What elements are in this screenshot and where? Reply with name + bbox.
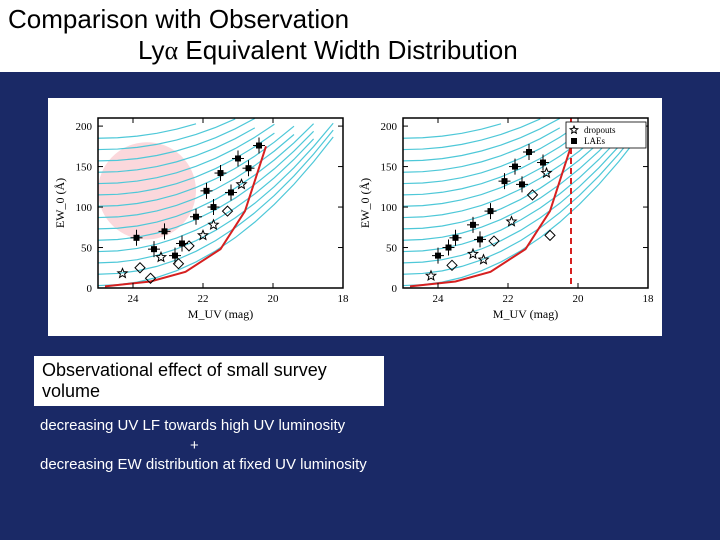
footnote-line2: + xyxy=(40,436,720,456)
svg-text:50: 50 xyxy=(386,243,398,255)
svg-text:dropouts: dropouts xyxy=(584,125,616,135)
svg-text:200: 200 xyxy=(76,121,93,133)
svg-text:50: 50 xyxy=(81,243,93,255)
title-line2: Lyα Equivalent Width Distribution xyxy=(8,35,712,66)
svg-text:M_UV (mag): M_UV (mag) xyxy=(493,307,558,321)
svg-text:0: 0 xyxy=(392,283,398,295)
svg-text:EW_0 (Å): EW_0 (Å) xyxy=(358,178,372,228)
svg-text:22: 22 xyxy=(503,293,514,305)
svg-text:150: 150 xyxy=(76,162,93,174)
title-box: Comparison with Observation Lyα Equivale… xyxy=(0,0,720,72)
svg-text:22: 22 xyxy=(198,293,209,305)
svg-text:20: 20 xyxy=(268,293,280,305)
title-line1: Comparison with Observation xyxy=(8,4,712,35)
svg-text:100: 100 xyxy=(76,202,93,214)
svg-text:LAEs: LAEs xyxy=(584,136,605,146)
footnote-line3: decreasing EW distribution at fixed UV l… xyxy=(40,455,720,475)
svg-text:20: 20 xyxy=(573,293,585,305)
caption-box: Observational effect of small survey vol… xyxy=(34,356,384,406)
svg-text:150: 150 xyxy=(381,162,398,174)
caption-text: Observational effect of small survey vol… xyxy=(42,360,376,402)
svg-text:18: 18 xyxy=(338,293,350,305)
footnote: decreasing UV LF towards high UV luminos… xyxy=(40,416,720,475)
svg-text:18: 18 xyxy=(643,293,655,305)
svg-text:24: 24 xyxy=(128,293,140,305)
chart-panels: 0 50 100 150 200 24 22 20 18 M_UV (mag) EW_0 (Å) 0 5… xyxy=(48,98,662,336)
svg-text:24: 24 xyxy=(433,293,445,305)
chart-svg: 0 50 100 150 200 24 22 20 18 M_UV (mag) EW_0 (Å) 0 5… xyxy=(48,98,662,336)
svg-text:M_UV (mag): M_UV (mag) xyxy=(188,307,253,321)
svg-text:200: 200 xyxy=(381,121,398,133)
svg-text:EW_0 (Å): EW_0 (Å) xyxy=(53,178,67,228)
footnote-line1: decreasing UV LF towards high UV luminos… xyxy=(40,416,720,436)
svg-text:100: 100 xyxy=(381,202,398,214)
svg-text:0: 0 xyxy=(87,283,93,295)
